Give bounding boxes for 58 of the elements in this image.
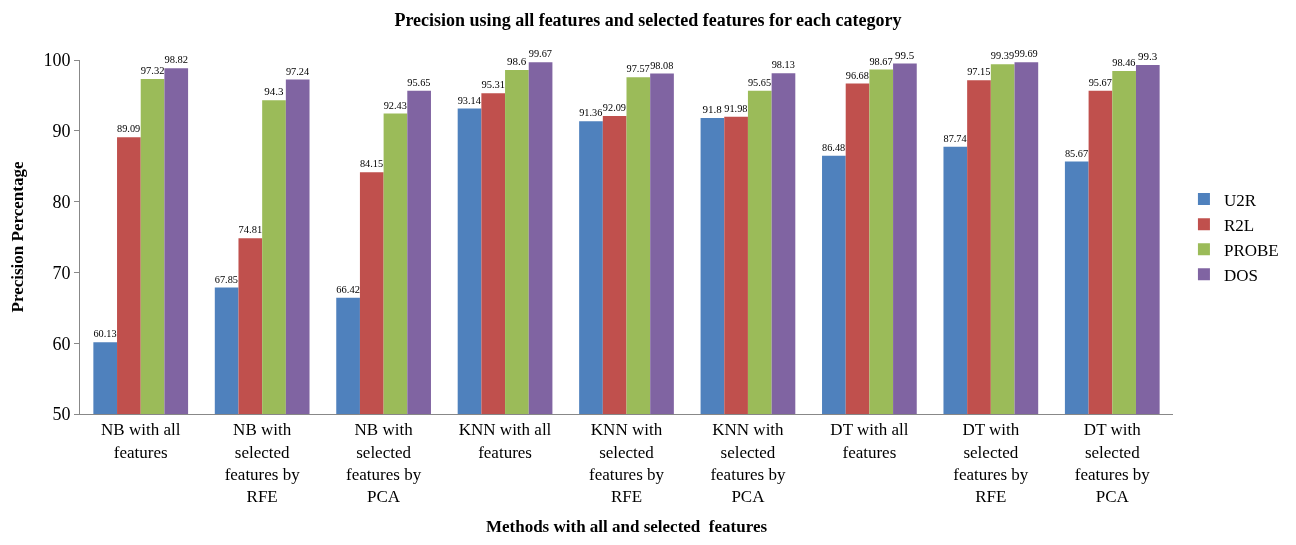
y-tick-label: 100 — [43, 50, 71, 71]
x-tick-label: NB with selected features by PCA — [346, 420, 422, 506]
data-label: 95.65 — [747, 76, 772, 88]
y-tick-label: 60 — [52, 333, 71, 354]
x-tick-label: DT with selected features by PCA — [1074, 420, 1151, 506]
data-label: 91.36 — [579, 107, 603, 119]
data-label: 84.15 — [359, 158, 384, 170]
data-label: 97.15 — [967, 66, 991, 78]
legend-label: R2L — [1223, 215, 1255, 235]
data-label: 97.57 — [626, 63, 650, 75]
data-label: 98.82 — [164, 54, 189, 66]
data-label: 96.68 — [845, 69, 869, 81]
x-tick-label: KNN with selected features by PCA — [710, 420, 786, 506]
data-label: 87.74 — [943, 132, 967, 144]
data-label: 99.69 — [1014, 48, 1038, 60]
data-label: 98.13 — [771, 59, 795, 71]
data-label: 95.65 — [407, 76, 431, 88]
data-label: 95.31 — [481, 79, 506, 91]
data-label: 98.46 — [1112, 57, 1136, 69]
legend-label: U2R — [1223, 190, 1257, 210]
x-tick-label: DT with all features — [830, 420, 909, 462]
y-tick-label: 50 — [52, 404, 71, 425]
y-axis-title: Precision Percentage — [7, 161, 27, 313]
data-label: 67.85 — [214, 273, 238, 285]
data-label: 91.8 — [702, 103, 723, 116]
x-axis-title: Methods with all and selected features — [485, 517, 768, 537]
y-tick-label: 90 — [52, 121, 71, 142]
data-label: 99.3 — [1137, 49, 1158, 62]
data-label: 93.14 — [457, 94, 481, 106]
data-label: 89.09 — [117, 123, 141, 135]
data-label: 74.81 — [238, 224, 263, 236]
data-label: 98.67 — [869, 55, 893, 67]
data-label: 91.98 — [724, 102, 748, 114]
data-label: 92.43 — [383, 99, 407, 111]
data-label: 98.6 — [507, 54, 527, 67]
data-label: 60.13 — [93, 328, 117, 340]
data-label: 99.39 — [990, 50, 1015, 62]
y-tick-label: 80 — [52, 191, 71, 212]
data-label: 92.09 — [602, 102, 627, 114]
data-label: 85.67 — [1064, 147, 1089, 159]
data-label: 86.48 — [822, 141, 846, 153]
data-label: 94.3 — [264, 85, 284, 98]
x-tick-label: DT with selected features by RFE — [953, 420, 1029, 506]
x-tick-label: KNN with selected features by RFE — [588, 420, 665, 506]
data-label: 99.67 — [528, 48, 552, 60]
data-label: 99.5 — [895, 48, 915, 61]
data-label: 97.32 — [140, 65, 165, 77]
x-tick-label: NB with all features — [101, 420, 181, 462]
legend-label: PROBE — [1223, 240, 1279, 260]
data-label: 95.67 — [1088, 76, 1112, 88]
y-tick-label: 70 — [52, 262, 71, 283]
data-label: 97.24 — [285, 65, 310, 77]
chart-title: Precision using all features and selected features for each category — [394, 10, 902, 31]
x-tick-label: KNN with all features — [458, 420, 552, 462]
data-label: 66.42 — [336, 283, 360, 295]
x-tick-label: NB with selected features by RFE — [224, 420, 301, 506]
data-label: 98.08 — [650, 59, 674, 71]
legend-label: DOS — [1223, 265, 1258, 285]
